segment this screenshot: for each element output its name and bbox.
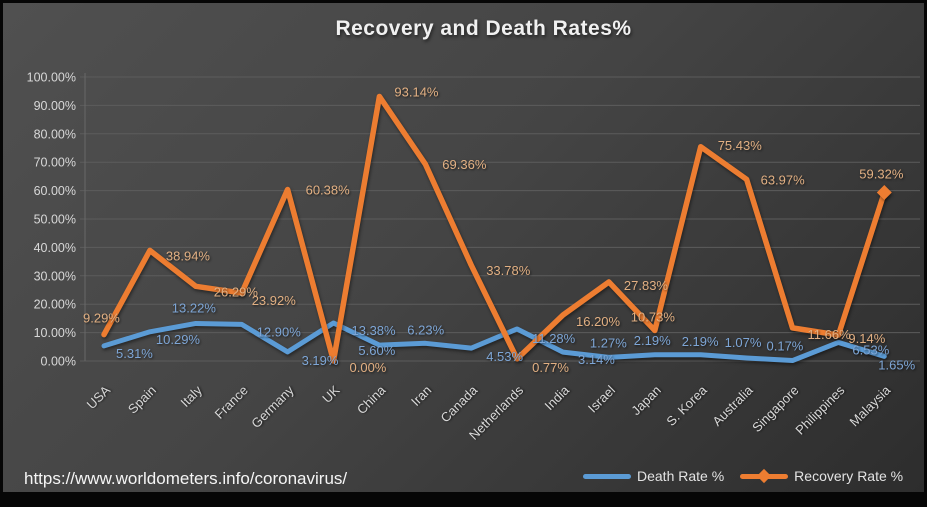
death-rate-line[interactable] [101, 320, 887, 364]
data-label-death: 2.19% [634, 333, 671, 348]
x-axis-category-label: Iran [408, 383, 434, 409]
diamond-marker-icon [757, 468, 772, 484]
legend-label-death-rate: Death Rate % [637, 468, 725, 484]
data-label-death: 1.65% [878, 357, 915, 372]
x-axis-category-label: China [354, 382, 389, 417]
x-axis-category-label: Germany [248, 382, 297, 431]
data-label-recovery: 16.20% [576, 314, 621, 329]
x-axis-category-label: UK [319, 382, 343, 406]
data-label-death: 10.29% [156, 332, 201, 347]
x-axis-category-label: S. Korea [663, 382, 710, 429]
data-label-recovery: 27.83% [624, 278, 669, 293]
data-label-death: 6.23% [407, 322, 444, 337]
data-label-death: 5.31% [116, 346, 153, 361]
y-axis-tick-label: 30.00% [34, 269, 76, 283]
data-label-recovery: 0.77% [532, 360, 569, 375]
data-label-recovery: 59.32% [859, 167, 904, 182]
data-label-recovery: 93.14% [394, 84, 439, 99]
data-label-death: 11.28% [532, 331, 576, 346]
x-axis-category-label: Spain [125, 383, 159, 417]
data-label-death: 3.14% [578, 352, 615, 367]
data-label-death: 4.53% [486, 349, 523, 364]
source-url[interactable]: https://www.worldometers.info/coronaviru… [24, 469, 348, 488]
x-axis-category-label: Australia [709, 382, 756, 429]
y-axis-tick-label: 70.00% [34, 156, 76, 170]
data-label-recovery: 38.94% [166, 248, 211, 263]
y-axis-tick-label: 10.00% [34, 326, 76, 340]
data-label-recovery: 60.38% [306, 183, 351, 198]
recovery-rate-line[interactable] [101, 93, 888, 364]
chart-legend: Death Rate % Recovery Rate % [583, 468, 903, 484]
y-axis-tick-label: 0.00% [41, 355, 76, 369]
legend-label-recovery-rate: Recovery Rate % [794, 468, 904, 484]
x-axis-category-label: Japan [628, 383, 664, 419]
y-axis: 0.00% 10.00% 20.00% 30.00% 40.00% 50.00% 60.00… [27, 71, 76, 369]
data-label-death: 1.27% [590, 335, 627, 350]
data-label-recovery: 0.00% [350, 360, 387, 375]
data-label-death: 3.19% [302, 353, 339, 368]
data-label-recovery: 9.14% [848, 331, 885, 346]
x-axis-category-label: France [212, 383, 251, 422]
data-labels-recovery: 9.29% 38.94% 26.29%23.92% 60.38% 0.00% 93.14%… [83, 84, 904, 375]
data-label-recovery: 23.92% [252, 293, 297, 308]
x-axis-category-label: USA [84, 382, 114, 412]
data-label-recovery: 63.97% [761, 172, 806, 187]
x-axis-category-label: Canada [438, 382, 481, 425]
data-label-death: 12.90% [257, 324, 302, 339]
y-axis-tick-label: 20.00% [34, 298, 76, 312]
data-label-recovery: 33.78% [486, 263, 531, 278]
data-label-death: 0.17% [767, 339, 804, 354]
data-labels-death: 5.31%10.29% 13.22% 12.90%3.19% 13.38% 5.60% 6… [116, 300, 916, 372]
data-label-death: 2.19% [682, 334, 719, 349]
data-label-recovery: 10.73% [631, 310, 676, 325]
legend-item-recovery-rate[interactable]: Recovery Rate % [740, 468, 903, 484]
data-label-death: 1.07% [725, 335, 762, 350]
series-end-diamond-marker[interactable] [876, 185, 892, 201]
x-axis-category-label: Italy [177, 382, 205, 410]
x-axis-category-label: India [542, 382, 573, 413]
data-label-recovery: 69.36% [442, 157, 487, 172]
data-label-recovery: 26.29% [214, 284, 259, 299]
x-axis-category-label: Philippines [792, 382, 847, 437]
legend-item-death-rate[interactable]: Death Rate % [583, 468, 724, 484]
chart-title: Recovery and Death Rates% [335, 17, 632, 40]
y-axis-tick-label: 80.00% [34, 127, 76, 141]
data-label-recovery: 9.29% [83, 311, 120, 326]
y-axis-tick-label: 100.00% [27, 71, 76, 85]
y-axis-tick-label: 50.00% [34, 213, 76, 227]
x-axis-category-label: Israel [585, 382, 618, 415]
data-label-recovery: 11.66% [808, 327, 852, 342]
y-axis-tick-label: 60.00% [34, 184, 76, 198]
x-axis-category-label: Malaysia [847, 382, 894, 429]
y-axis-tick-label: 40.00% [34, 241, 76, 255]
data-label-death: 13.22% [172, 300, 217, 315]
data-label-death: 6.53% [852, 342, 889, 357]
recovery-rate-swatch-icon [740, 468, 789, 484]
data-label-death: 5.60% [358, 343, 395, 358]
death-rate-swatch-icon [583, 473, 631, 479]
y-axis-tick-label: 90.00% [34, 99, 76, 113]
data-label-recovery: 75.43% [718, 138, 763, 153]
data-label-death: 13.38% [352, 323, 397, 338]
